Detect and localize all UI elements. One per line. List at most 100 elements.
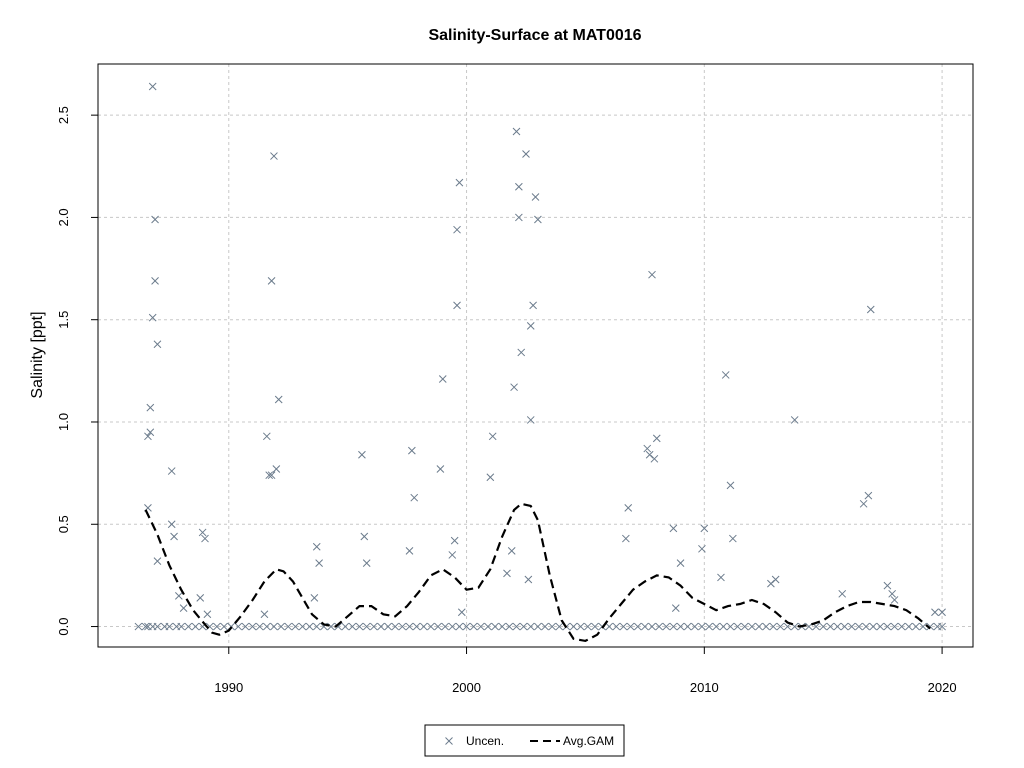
data-point (526, 321, 535, 330)
data-point (274, 395, 283, 404)
data-point (312, 622, 321, 631)
data-point (419, 622, 428, 631)
data-point (267, 471, 276, 480)
data-point (476, 622, 485, 631)
data-point (312, 542, 321, 551)
data-point (700, 524, 709, 533)
data-point (515, 182, 523, 191)
data-point (805, 622, 813, 631)
data-point (683, 622, 692, 631)
data-point (291, 622, 300, 631)
data-point (167, 520, 176, 529)
data-point (512, 127, 521, 136)
data-point (434, 622, 442, 631)
data-point (721, 371, 730, 379)
data-point (869, 622, 877, 631)
data-point (510, 383, 518, 392)
legend-label-uncen: Uncen. (466, 734, 504, 748)
data-point (883, 581, 892, 590)
data-point (184, 622, 193, 631)
data-point (548, 622, 556, 631)
data-point (151, 276, 159, 285)
data-point (712, 622, 721, 631)
data-point (455, 622, 464, 631)
data-point (310, 594, 319, 602)
data-point (648, 270, 656, 279)
data-point (191, 622, 200, 631)
data-point (926, 622, 935, 631)
data-point (220, 622, 228, 631)
data-point (398, 622, 407, 631)
data-point (669, 622, 678, 631)
data-point (655, 622, 663, 631)
y-axis-label: Salinity [ppt] (29, 311, 46, 398)
data-point (633, 622, 642, 631)
grid (98, 64, 973, 647)
data-point (626, 622, 635, 631)
data-point (153, 557, 162, 565)
data-point (484, 622, 492, 631)
data-point (864, 491, 873, 500)
data-point (441, 622, 450, 631)
data-point (938, 608, 946, 617)
data-point (170, 532, 178, 541)
data-point (284, 622, 293, 631)
data-point (507, 547, 516, 555)
data-point (605, 622, 614, 631)
data-point (705, 622, 713, 631)
data-point (427, 622, 435, 631)
data-point (151, 215, 159, 224)
y-tick-label: 2.0 (56, 208, 71, 226)
data-point (448, 622, 457, 631)
data-point (469, 622, 478, 631)
data-point (272, 465, 281, 473)
data-point (755, 622, 763, 631)
x-tick-label: 2010 (690, 680, 719, 695)
data-point (377, 622, 385, 631)
data-point (453, 301, 461, 310)
y-tick-label: 0.5 (56, 515, 71, 533)
data-point (726, 622, 735, 631)
data-point (144, 432, 152, 441)
legend-label-gam: Avg.GAM (563, 734, 614, 748)
data-point (717, 573, 725, 582)
data-point (876, 622, 885, 631)
data-point (671, 604, 680, 612)
data-point (486, 473, 495, 482)
data-point (669, 524, 678, 533)
data-point (450, 536, 459, 545)
data-point (641, 622, 649, 631)
data-point (776, 622, 785, 631)
data-point (391, 622, 400, 631)
data-point (838, 589, 847, 598)
data-point (498, 622, 507, 631)
data-point (512, 622, 521, 631)
data-point (904, 622, 913, 631)
data-point (762, 622, 770, 631)
data-point (541, 622, 549, 631)
data-point (201, 534, 209, 543)
data-point (912, 622, 920, 631)
data-point (505, 622, 514, 631)
data-point (438, 375, 447, 383)
data-point (448, 551, 457, 559)
legend: Uncen. Avg.GAM (424, 724, 625, 757)
plot-frame (97, 63, 974, 648)
data-point (728, 534, 737, 543)
data-point (412, 622, 421, 631)
data-point (522, 150, 530, 158)
data-point (146, 428, 155, 437)
data-point (698, 622, 706, 631)
data-point (134, 622, 143, 631)
x-tick-label: 1990 (214, 680, 243, 695)
data-point (621, 534, 630, 543)
data-point (888, 589, 897, 598)
y-tick-label: 2.5 (56, 106, 71, 124)
data-point (643, 444, 652, 453)
data-point (790, 416, 799, 424)
data-point (198, 528, 207, 537)
chart-title: Salinity-Surface at MAT0016 (428, 27, 641, 44)
data-point (165, 622, 174, 631)
data-point (517, 348, 526, 357)
data-point (369, 622, 378, 631)
